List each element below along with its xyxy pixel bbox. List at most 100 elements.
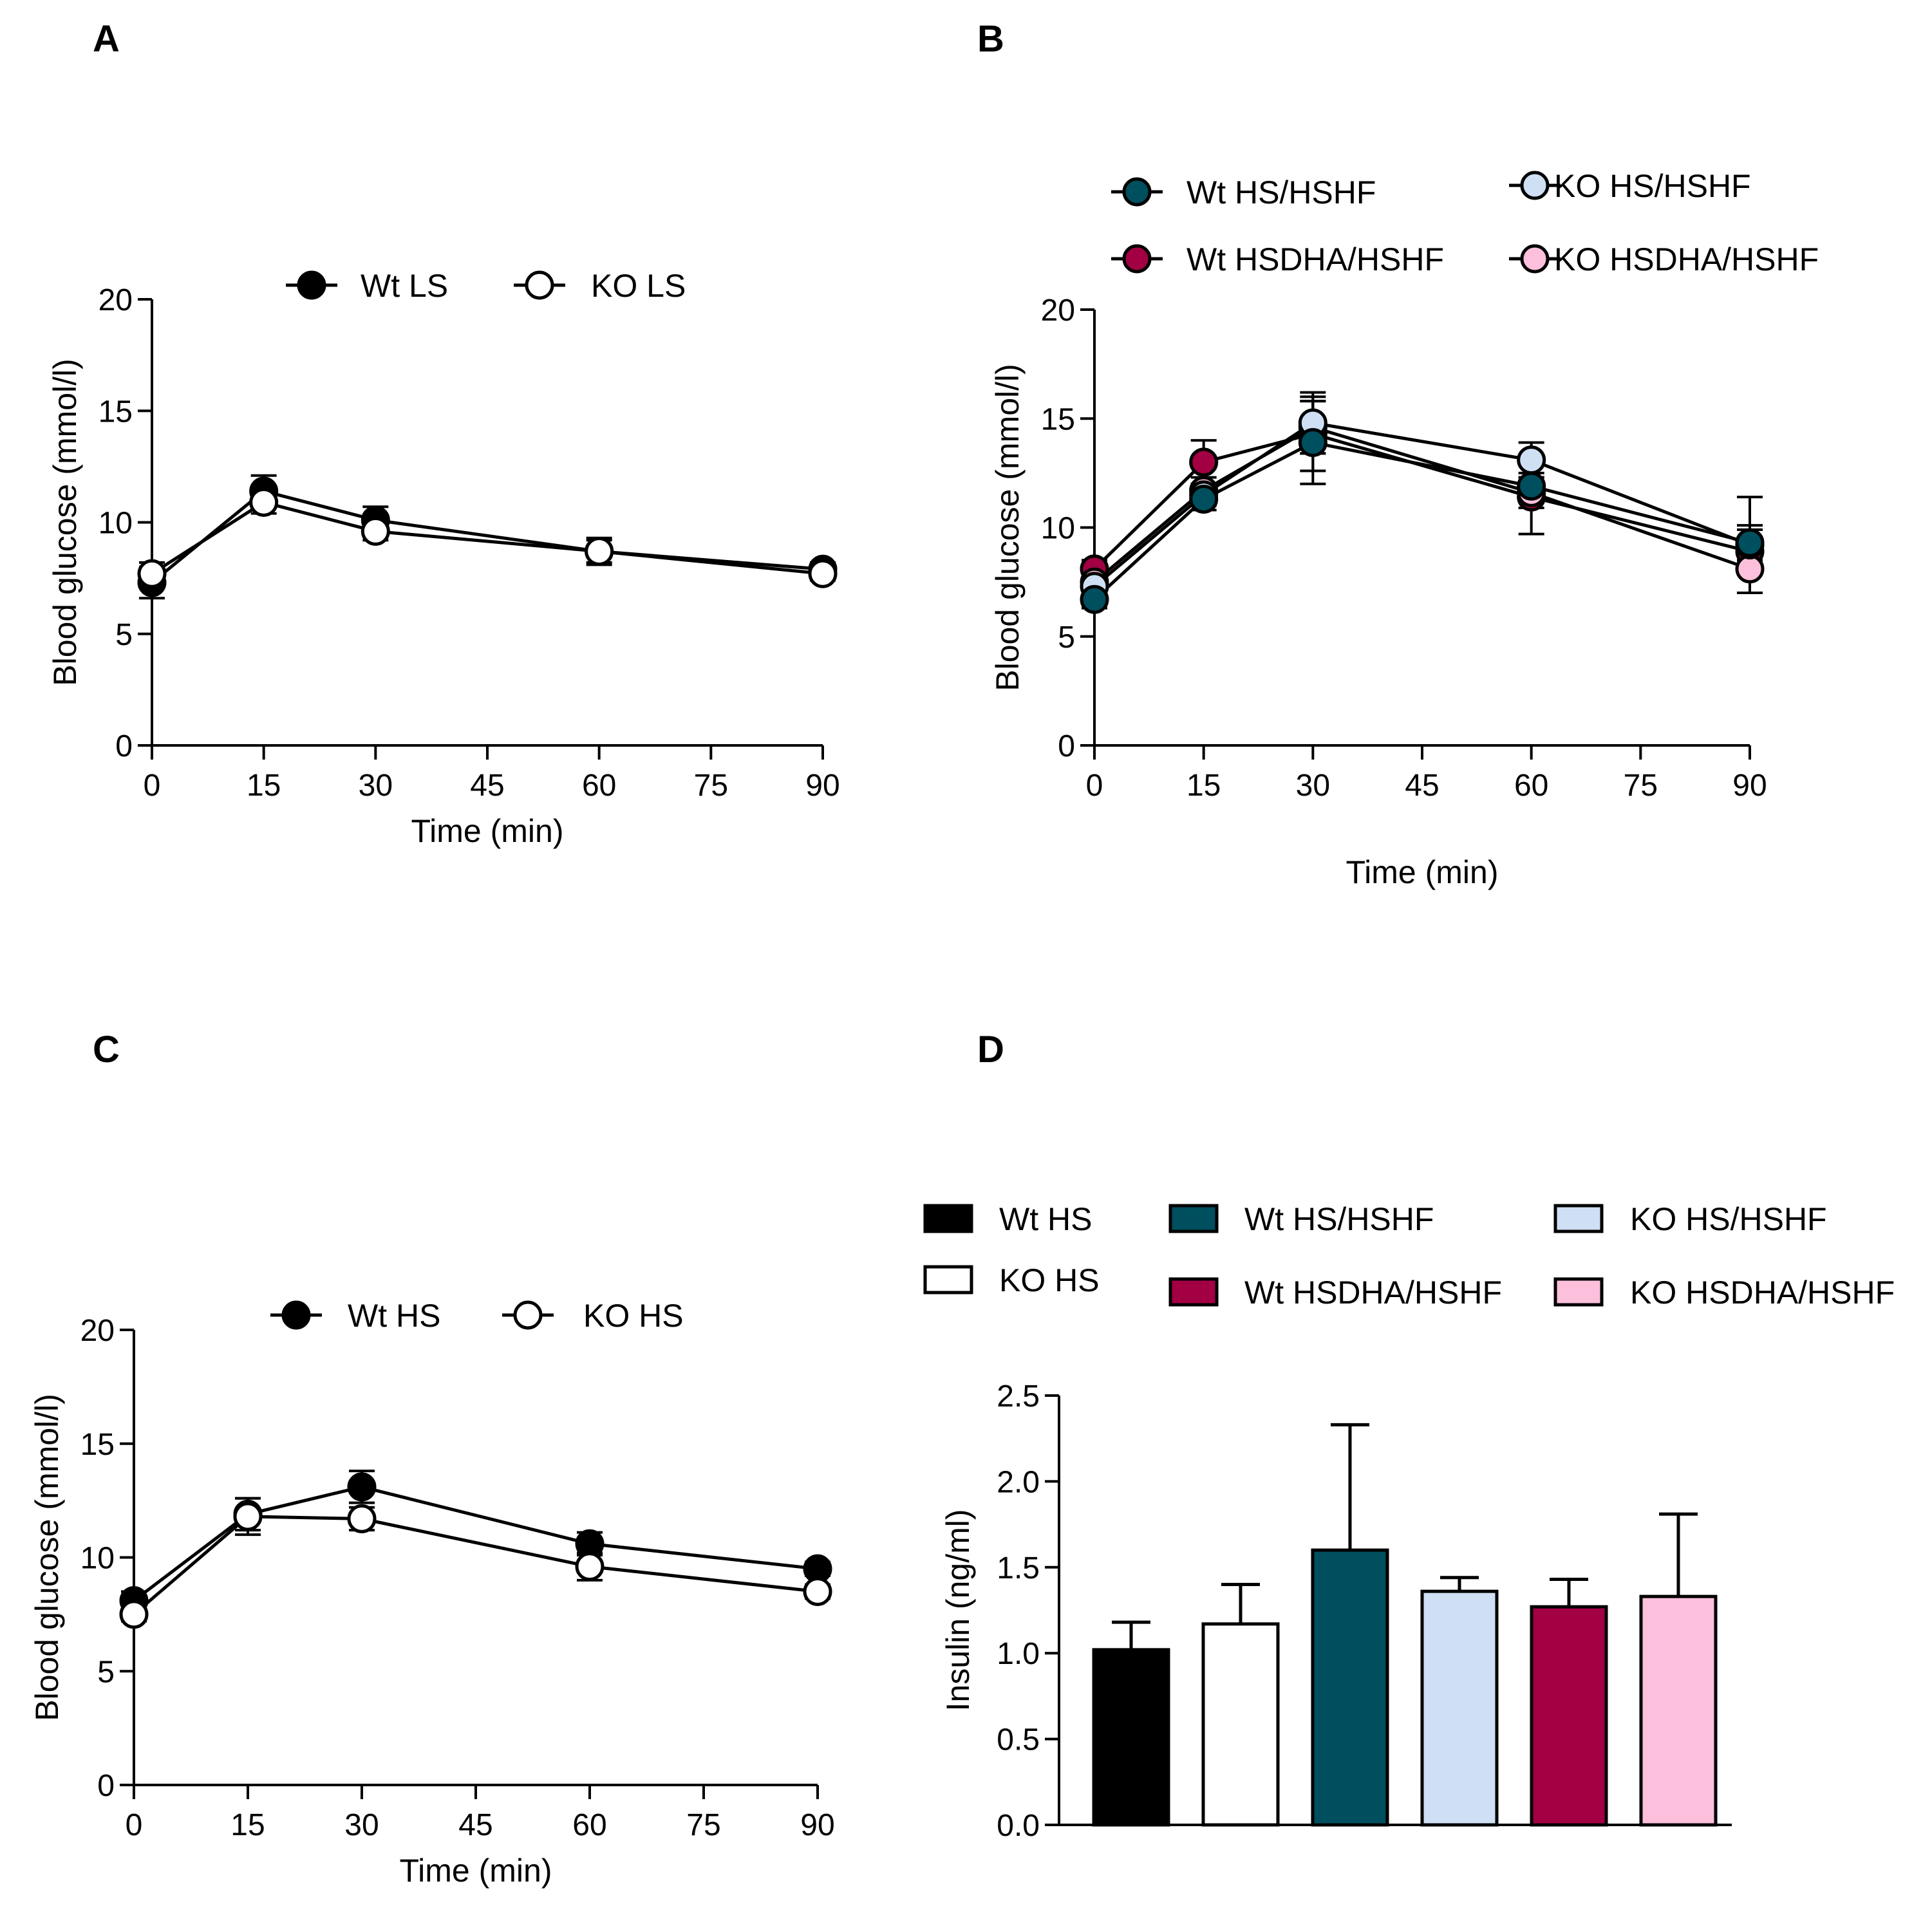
- data-point: [1298, 427, 1327, 457]
- y-tick-label: 1.5: [997, 1551, 1040, 1585]
- legend-label: Wt LS: [361, 268, 448, 304]
- data-point: [1080, 584, 1109, 614]
- legend-marker: [1122, 177, 1152, 207]
- data-point: [233, 1502, 263, 1531]
- data-point: [808, 559, 838, 588]
- x-tick-label: 60: [572, 1808, 606, 1842]
- x-tick-label: 75: [1624, 769, 1658, 803]
- x-tick-label: 90: [805, 769, 839, 803]
- y-tick-label: 5: [97, 1655, 115, 1689]
- x-axis-title: Time (min): [411, 813, 563, 849]
- panel-c: C 0 5 10 15 20 0 15 30 45 60 75 90 Time (min) Blood gl…: [29, 1029, 835, 1889]
- x-tick-label: 15: [230, 1808, 265, 1842]
- y-tick-label: 0.0: [997, 1809, 1040, 1843]
- x-tick-label: 90: [800, 1808, 834, 1842]
- y-axis-title: Blood glucose (mmol/l): [989, 364, 1026, 691]
- x-tick-label: 30: [1296, 769, 1330, 803]
- panel-d: D 0.0 0.5 1.0 1.5 2.0 2.5 Insulin (ng/ml) Wt HS K…: [923, 1029, 1895, 1843]
- legend-label: KO HS/HSHF: [1630, 1201, 1827, 1237]
- data-point: [347, 1504, 377, 1533]
- y-axis-title: Blood glucose (mmol/l): [47, 359, 83, 686]
- legend-marker: [513, 1300, 543, 1330]
- y-tick-label: 0.5: [997, 1723, 1040, 1757]
- x-tick-label: 60: [582, 769, 616, 803]
- y-tick-label: 15: [98, 395, 133, 429]
- data-point: [1517, 471, 1546, 501]
- panel-b: B 0 5 10 15 20 0 15 30 45 60 75 90 Time (min) Blood gl…: [977, 18, 1819, 890]
- panel-letter: C: [93, 1029, 120, 1070]
- panel-letter: A: [93, 18, 120, 60]
- y-tick-label: 15: [80, 1428, 115, 1462]
- bar: [1092, 1648, 1170, 1827]
- x-tick-label: 60: [1514, 769, 1548, 803]
- x-tick-label: 0: [144, 769, 161, 803]
- y-tick-label: 0: [1058, 729, 1075, 763]
- legend-swatch: [1553, 1277, 1604, 1307]
- x-tick-label: 30: [344, 1808, 379, 1842]
- x-tick-label: 75: [694, 769, 728, 803]
- y-tick-label: 2.5: [997, 1379, 1040, 1414]
- legend-swatch: [923, 1265, 973, 1294]
- y-tick-label: 10: [80, 1542, 115, 1576]
- x-tick-label: 15: [247, 769, 281, 803]
- data-point: [249, 487, 279, 517]
- y-tick-label: 20: [80, 1314, 115, 1348]
- panel-letter: B: [977, 18, 1004, 60]
- legend-marker: [1520, 244, 1550, 274]
- legend-label: KO HSDHA/HSHF: [1554, 241, 1819, 277]
- legend-label: KO HSDHA/HSHF: [1630, 1275, 1895, 1311]
- legend-label: Wt HSDHA/HSHF: [1244, 1275, 1502, 1311]
- panel-a: A 0 5 10 15 20 0 15 30 45 60 75 90 Time (min) Blood gl…: [47, 18, 840, 849]
- y-axis-title: Insulin (ng/ml): [940, 1509, 976, 1712]
- y-tick-label: 2.0: [997, 1465, 1040, 1499]
- y-tick-label: 20: [98, 283, 133, 317]
- legend-swatch: [1168, 1277, 1219, 1307]
- x-tick-label: 45: [458, 1808, 492, 1842]
- legend-marker: [1520, 171, 1550, 200]
- data-point: [1189, 484, 1219, 514]
- legend-label: Wt HS/HSHF: [1186, 174, 1376, 210]
- data-point: [347, 1472, 377, 1502]
- legend-label: KO HS: [999, 1262, 1100, 1298]
- y-tick-label: 5: [115, 618, 133, 652]
- x-tick-label: 90: [1732, 769, 1767, 803]
- data-point: [361, 516, 390, 546]
- bar: [1201, 1622, 1280, 1827]
- bar: [1311, 1548, 1389, 1827]
- legend-marker: [281, 1300, 311, 1330]
- y-tick-label: 20: [1041, 294, 1075, 328]
- legend-swatch: [923, 1204, 973, 1233]
- legend-label: Wt HSDHA/HSHF: [1186, 241, 1444, 277]
- data-point: [1735, 528, 1765, 557]
- x-tick-label: 30: [359, 769, 393, 803]
- legend-marker: [297, 270, 326, 300]
- y-tick-label: 5: [1058, 621, 1075, 655]
- data-point: [803, 1577, 832, 1607]
- bar: [1420, 1589, 1499, 1827]
- x-axis-title: Time (min): [1346, 854, 1498, 890]
- y-tick-label: 10: [98, 507, 133, 541]
- x-tick-label: 45: [470, 769, 504, 803]
- legend-label: Wt HS: [348, 1298, 440, 1334]
- y-axis-title: Blood glucose (mmol/l): [29, 1394, 65, 1721]
- legend-label: KO HS: [583, 1298, 684, 1334]
- data-point: [119, 1600, 149, 1629]
- bar: [1639, 1594, 1718, 1827]
- legend-label: Wt HS: [999, 1201, 1092, 1237]
- x-tick-label: 15: [1186, 769, 1221, 803]
- legend-swatch: [1553, 1204, 1604, 1233]
- y-tick-label: 0: [97, 1769, 115, 1803]
- legend-marker: [525, 270, 554, 300]
- data-point: [137, 559, 167, 588]
- x-tick-label: 45: [1405, 769, 1439, 803]
- panel-letter: D: [977, 1029, 1004, 1070]
- data-point: [1189, 447, 1219, 477]
- bar: [1530, 1605, 1608, 1827]
- legend-label: KO LS: [591, 268, 686, 304]
- x-tick-label: 75: [686, 1808, 720, 1842]
- legend-marker: [1122, 244, 1152, 274]
- legend-label: Wt HS/HSHF: [1244, 1201, 1434, 1237]
- y-tick-label: 1.0: [997, 1637, 1040, 1671]
- x-tick-label: 0: [1086, 769, 1103, 803]
